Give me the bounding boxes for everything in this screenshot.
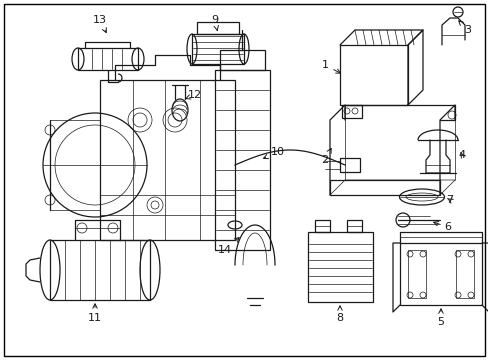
Text: 2: 2 bbox=[321, 148, 330, 165]
Bar bbox=[100, 80, 235, 240]
Bar bbox=[220, 50, 264, 70]
Text: 6: 6 bbox=[433, 221, 450, 232]
Bar bbox=[455, 250, 473, 298]
Bar bbox=[329, 180, 439, 195]
Text: 8: 8 bbox=[336, 306, 343, 323]
Bar bbox=[197, 22, 239, 34]
Bar bbox=[341, 105, 361, 118]
Text: 5: 5 bbox=[437, 309, 444, 327]
Text: 10: 10 bbox=[263, 147, 285, 159]
Bar bbox=[399, 243, 481, 305]
Text: 11: 11 bbox=[88, 304, 102, 323]
Bar bbox=[50, 240, 150, 300]
Text: 14: 14 bbox=[218, 238, 239, 255]
Text: 7: 7 bbox=[446, 195, 453, 205]
Bar bbox=[78, 48, 138, 70]
Bar bbox=[314, 220, 329, 232]
Bar bbox=[339, 45, 407, 105]
Bar bbox=[407, 250, 425, 298]
Text: 9: 9 bbox=[211, 15, 218, 31]
Text: 3: 3 bbox=[458, 21, 470, 35]
Bar bbox=[339, 158, 359, 172]
Text: 1: 1 bbox=[321, 60, 340, 73]
Bar bbox=[215, 70, 269, 250]
Text: 4: 4 bbox=[458, 150, 465, 160]
Bar bbox=[346, 220, 361, 232]
Bar bbox=[192, 34, 244, 64]
Text: 13: 13 bbox=[93, 15, 107, 32]
Bar bbox=[307, 232, 372, 302]
Text: 12: 12 bbox=[185, 90, 202, 100]
